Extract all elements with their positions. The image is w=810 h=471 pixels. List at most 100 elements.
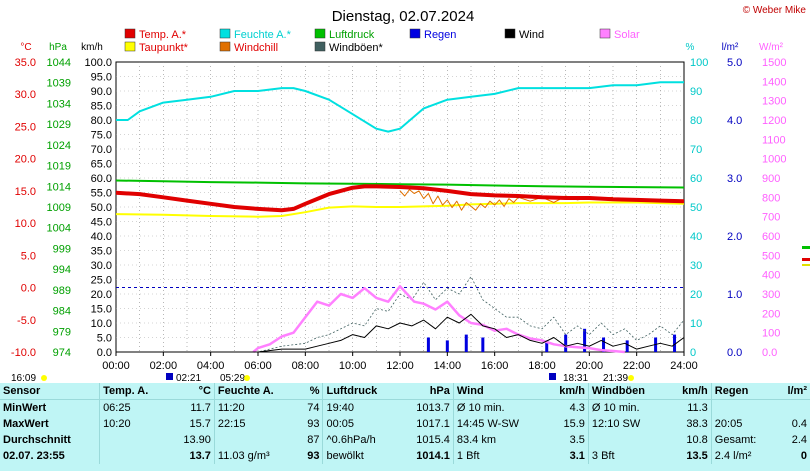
- solar-tick-label: 500: [762, 250, 780, 262]
- table-cell: Gesamt:: [710, 432, 776, 448]
- legend: Temp. A.* Feuchte A.* Luftdruck Regen Wind So…: [124, 28, 640, 54]
- series-solar: [252, 285, 625, 354]
- table-cell: 1015.4: [416, 434, 450, 446]
- table-cell: Ø 10 min.: [452, 399, 546, 416]
- table-cell: [776, 400, 810, 417]
- table-cell: 22:15: [213, 416, 298, 432]
- solar-tick-label: 0.0: [762, 347, 777, 359]
- table-header: km/h: [545, 383, 589, 400]
- rain-bar: [625, 340, 629, 352]
- rain-bar: [545, 340, 549, 352]
- table-cell: MinWert: [3, 402, 47, 414]
- wind-tick-label: 30.0: [91, 260, 112, 272]
- table-cell: 3.5: [569, 434, 585, 446]
- series-windb-en: [116, 276, 685, 353]
- humidity-tick-label: 40: [690, 231, 702, 243]
- solar-tick-label: 1200: [762, 115, 786, 127]
- wind-tick-label: 85.0: [91, 101, 112, 113]
- table-cell: bewölkt: [322, 448, 400, 464]
- chart-title: Dienstag, 02.07.2024: [332, 8, 475, 25]
- legend-swatch: [409, 28, 421, 39]
- humidity-tick-label: 0: [690, 347, 696, 359]
- pressure-tick-label: 989: [53, 285, 71, 297]
- wind-tick-label: 75.0: [91, 130, 112, 142]
- rain-tick-label: 0.0: [727, 347, 742, 359]
- table-cell: 3 Bft: [587, 448, 669, 464]
- table-cell: 15.7: [189, 418, 211, 430]
- weather-chart: Dienstag, 02.07.2024 © Weber Mike Temp. …: [11, 5, 810, 383]
- wind-tick-label: 50.0: [91, 202, 112, 214]
- table-cell: 19:40: [322, 399, 400, 416]
- wind-tick-label: 80.0: [91, 115, 112, 127]
- wind-tick-label: 100.0: [84, 57, 112, 69]
- series-wind: [116, 313, 685, 353]
- humidity-tick-label: 30: [690, 260, 702, 272]
- time-tick-label: 18:00: [528, 360, 556, 372]
- table-header: Wind: [452, 383, 546, 400]
- temp-tick-label: -5.0: [17, 315, 36, 327]
- table-cell: 3.1: [569, 450, 585, 462]
- legend-swatch: [314, 28, 326, 39]
- table-cell: 38.3: [686, 418, 708, 430]
- wind-tick-label: 15.0: [91, 304, 112, 316]
- table-cell: ^0.6hPa/h: [322, 432, 400, 448]
- wind-tick-label: 90.0: [91, 86, 112, 98]
- table-cell: 11.3: [687, 402, 708, 414]
- pressure-tick-label: 1034: [47, 98, 71, 110]
- table-cell: [213, 432, 298, 448]
- series-taupunkt: [115, 201, 685, 218]
- axes: 35.0 30.0 25.0 20.0 15.0 10.0 5.0 0.0 -5.0 -10.0 1…: [11, 57, 810, 372]
- humidity-tick-label: 10: [690, 318, 702, 330]
- table-cell: 4.3: [569, 402, 585, 414]
- rain-bar: [673, 334, 677, 352]
- time-tick-label: 06:00: [244, 360, 272, 372]
- solar-tick-label: 200: [762, 308, 780, 320]
- pressure-tick-label: 1024: [47, 140, 71, 152]
- humidity-tick-label: 60: [690, 173, 702, 185]
- humidity-tick-label: 70: [690, 144, 702, 156]
- legend-swatch: [124, 41, 136, 52]
- time-tick-label: 20:00: [576, 360, 604, 372]
- table-cell: [99, 432, 169, 448]
- table-header: l/m²: [775, 383, 810, 400]
- rain-unit: l/m²: [722, 42, 739, 53]
- table-header: %: [297, 383, 323, 400]
- wind-tick-label: 95.0: [91, 72, 112, 84]
- time-tick-label: 24:00: [670, 360, 698, 372]
- humidity-tick-label: 20: [690, 289, 702, 301]
- wind-tick-label: 55.0: [91, 188, 112, 200]
- pressure-tick-label: 979: [53, 326, 71, 338]
- table-cell: 93: [307, 450, 320, 462]
- time-tick-label: 02:00: [150, 360, 178, 372]
- legend-label: Windböen*: [329, 42, 384, 54]
- table-header: Temp. A.: [99, 383, 169, 400]
- table-cell: 12:10 SW: [587, 416, 669, 432]
- rain-tick-label: 5.0: [727, 57, 742, 69]
- pressure-tick-label: 974: [53, 347, 71, 359]
- table-header: km/h: [668, 383, 712, 400]
- temp-tick-label: 10.0: [15, 218, 36, 230]
- solar-tick-label: 800: [762, 192, 780, 204]
- table-cell: 10.8: [686, 434, 708, 446]
- rain-bar: [481, 337, 485, 352]
- pressure-tick-label: 1029: [47, 119, 71, 131]
- table-cell: 11:20: [213, 399, 298, 416]
- table-cell: 13.5: [686, 450, 708, 462]
- solar-tick-label: 100: [762, 328, 780, 340]
- table-header: Windböen: [587, 383, 669, 400]
- series-temp-a: [115, 184, 685, 213]
- table-header: Feuchte A.: [213, 383, 298, 400]
- time-tick-label: 16:00: [481, 360, 509, 372]
- pressure-tick-label: 1004: [47, 223, 71, 235]
- pressure-tick-label: 1019: [47, 161, 71, 173]
- legend-swatch: [219, 41, 231, 52]
- pressure-tick-label: 1039: [47, 78, 71, 90]
- legend-swatch: [124, 28, 136, 39]
- axis-units: °C hPa km/h% l/m² W/m²: [20, 42, 783, 53]
- table-cell: 1 Bft: [452, 448, 546, 464]
- sun-bar: 16:09 02:21 05:29 18:31 21:39: [11, 373, 634, 383]
- sun-time: 16:09: [11, 373, 36, 383]
- legend-label: Luftdruck: [329, 29, 375, 41]
- wind-tick-label: 40.0: [91, 231, 112, 243]
- wind-tick-label: 5.0: [97, 333, 112, 345]
